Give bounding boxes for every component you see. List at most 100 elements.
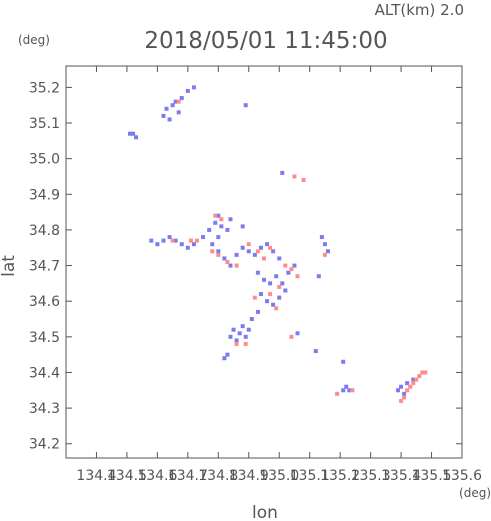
echo-point (262, 256, 266, 261)
echo-point (283, 263, 288, 268)
x-tick-label: 134.4 (76, 468, 116, 484)
echo-point (228, 217, 233, 222)
x-tick-label: 134.5 (107, 468, 147, 484)
echo-point (274, 274, 279, 279)
y-tick-label: 34.6 (29, 294, 60, 310)
y-unit-label: (deg) (18, 33, 50, 47)
timestamp-title: 2018/05/01 11:45:00 (144, 28, 387, 54)
echo-point (167, 235, 172, 240)
echo-point (292, 263, 297, 268)
echo-point (271, 249, 276, 254)
echo-point (231, 327, 236, 332)
echo-point (396, 388, 401, 393)
echo-point (243, 334, 248, 339)
echo-point (347, 388, 352, 393)
echo-point (411, 381, 416, 386)
echo-point (194, 238, 199, 243)
echo-point (411, 377, 416, 382)
echo-point (350, 388, 355, 393)
echo-point (277, 295, 282, 300)
echo-point (265, 242, 270, 247)
echo-point (243, 103, 248, 108)
echo-point (268, 292, 273, 297)
echo-point (246, 327, 251, 332)
echo-point (210, 242, 215, 247)
echo-point (402, 391, 407, 396)
y-tick-label: 35.1 (29, 116, 60, 132)
echo-point (222, 256, 227, 261)
echo-point (283, 288, 288, 293)
echo-point (234, 252, 239, 257)
echo-point (292, 174, 297, 179)
echo-point (170, 238, 175, 243)
echo-point (423, 370, 428, 375)
echo-point (414, 377, 419, 382)
x-tick-label: 135.3 (351, 468, 391, 484)
echo-point (188, 238, 193, 243)
echo-point (265, 299, 270, 304)
echo-point (228, 334, 233, 339)
echo-point (316, 274, 321, 279)
echo-point (167, 117, 172, 122)
echo-point (289, 334, 294, 339)
x-tick-label: 135.4 (381, 468, 421, 484)
echo-point (252, 252, 257, 257)
x-ticks: 134.4134.5134.6134.7134.8134.9135.0135.1… (76, 66, 482, 484)
echo-point (234, 263, 239, 268)
echo-point (201, 235, 206, 240)
echo-point (149, 238, 154, 243)
echo-point (277, 256, 282, 261)
echo-point (191, 242, 196, 247)
x-tick-label: 134.9 (229, 468, 269, 484)
echo-point (173, 99, 178, 104)
x-axis-title: lon (252, 503, 278, 521)
echo-point (179, 242, 184, 247)
echo-point (191, 85, 196, 90)
y-tick-label: 34.4 (29, 365, 60, 381)
echo-point (185, 245, 190, 250)
echo-point (271, 302, 276, 307)
echo-point (301, 178, 306, 183)
echo-point (268, 281, 273, 286)
echo-point (399, 384, 404, 389)
echo-point (274, 306, 279, 311)
echo-point (405, 381, 410, 386)
echo-point (341, 388, 346, 393)
echo-point (262, 277, 266, 282)
echo-point (268, 245, 273, 250)
echo-point (210, 249, 215, 254)
echo-point (280, 281, 285, 286)
echo-point (173, 238, 178, 243)
echo-point (170, 103, 175, 108)
y-tick-label: 35.0 (29, 152, 60, 168)
echo-point (219, 217, 224, 222)
echo-point (258, 292, 263, 297)
echo-point (405, 388, 410, 393)
echo-point (185, 88, 190, 93)
echo-point (325, 249, 330, 254)
echo-point (216, 235, 221, 240)
y-ticks: 35.2 35.1 35.0 34.9 34.8 34.7 34.6 34.5 34.4 34.3… (29, 80, 462, 453)
echo-point (313, 349, 318, 354)
echo-point (295, 331, 300, 336)
echo-point (252, 295, 257, 300)
echo-point (176, 99, 181, 104)
y-tick-label: 35.2 (29, 80, 60, 96)
echo-point (225, 260, 230, 264)
altitude-label: ALT(km) 2.0 (375, 1, 464, 19)
echo-point (240, 245, 245, 250)
echo-point (216, 252, 221, 257)
x-tick-label: 134.6 (137, 468, 177, 484)
echo-point (295, 274, 300, 279)
echo-point (402, 395, 407, 400)
y-axis-title: lat (0, 255, 19, 277)
echo-point (289, 267, 294, 272)
echo-point (420, 370, 425, 375)
echo-point (341, 359, 346, 364)
echo-point (408, 384, 413, 389)
echo-point (228, 263, 233, 268)
echo-points (127, 85, 428, 403)
y-tick-label: 34.5 (29, 330, 60, 346)
echo-point (335, 391, 340, 396)
